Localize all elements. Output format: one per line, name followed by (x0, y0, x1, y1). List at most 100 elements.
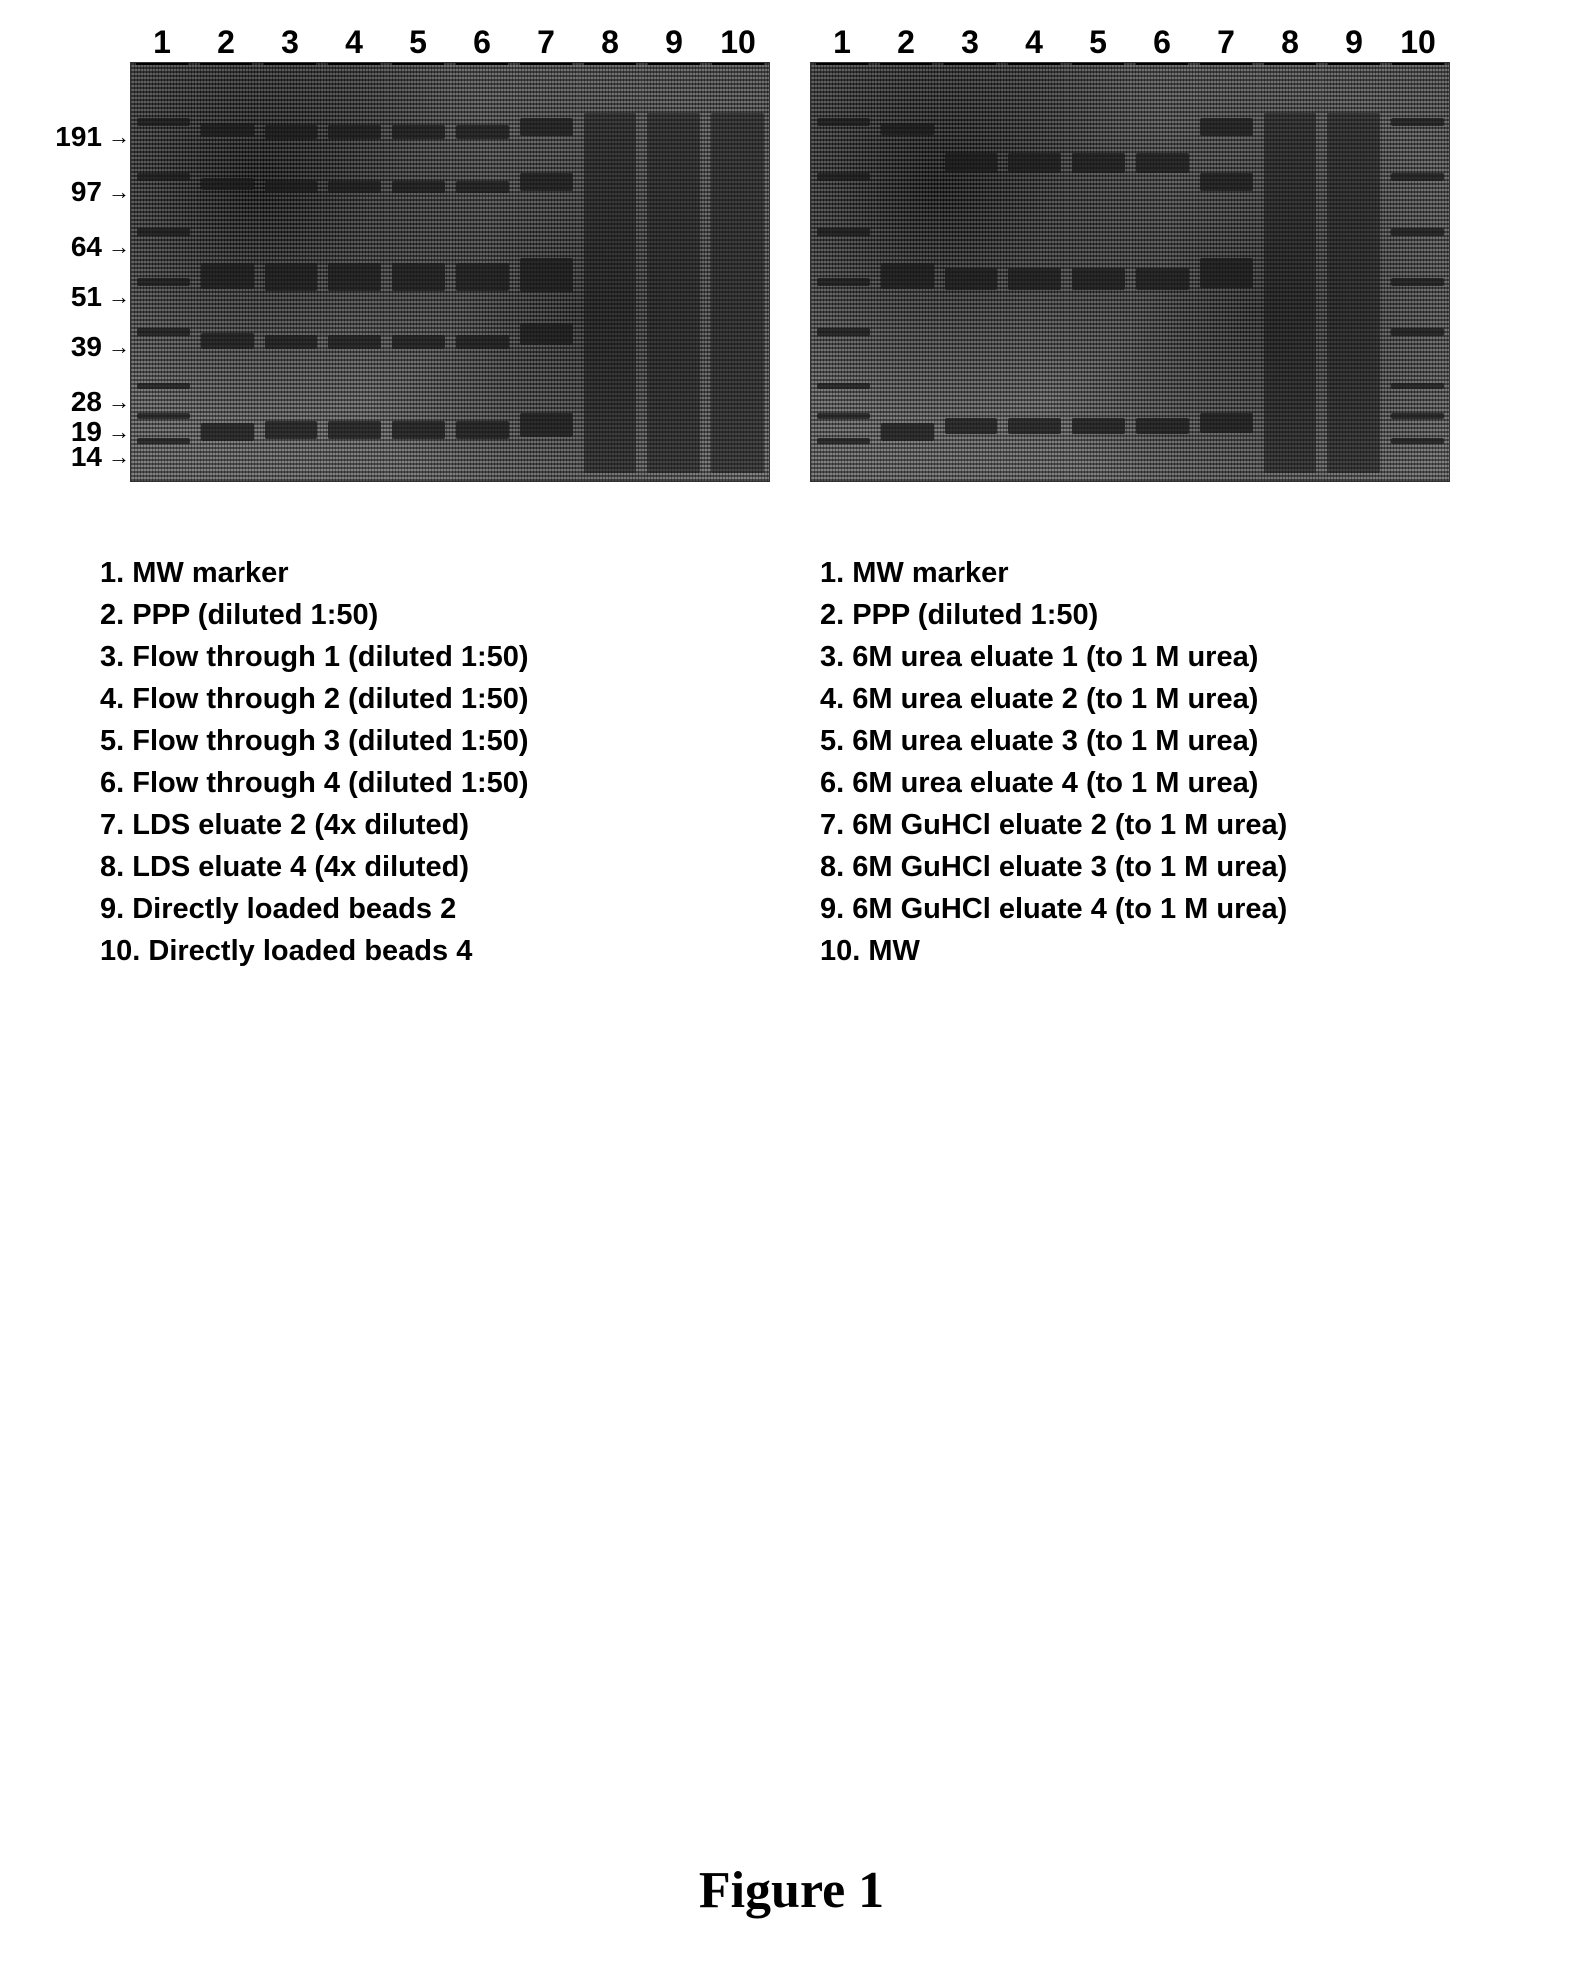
gel-right-lanes (811, 63, 1449, 481)
gel-band (328, 263, 381, 291)
gel-band (328, 125, 381, 139)
arrow-right-icon: → (108, 234, 130, 260)
lane-number: 7 (520, 24, 572, 65)
gel-band (137, 228, 190, 236)
legend-item: 9. 6M GuHCl eluate 4 (to 1 M urea) (820, 888, 1440, 930)
gel-band (265, 181, 318, 193)
gel-lane (705, 63, 769, 481)
legend-item: 7. LDS eluate 2 (4x diluted) (100, 804, 720, 846)
gel-band (817, 438, 870, 444)
legend-item: 3. 6M urea eluate 1 (to 1 M urea) (820, 636, 1440, 678)
gel-band (1264, 113, 1317, 473)
legends-row: 1. MW marker2. PPP (diluted 1:50)3. Flow… (100, 552, 1563, 972)
gel-lane (450, 63, 514, 481)
gel-band (1072, 418, 1125, 434)
mw-marker-row: 39→ (71, 331, 130, 363)
legend-item: 7. 6M GuHCl eluate 2 (to 1 M urea) (820, 804, 1440, 846)
gel-lane (259, 63, 323, 481)
lane-number: 5 (392, 24, 444, 65)
gel-band (945, 418, 998, 434)
mw-marker-label: 14 (71, 441, 102, 473)
gel-band (1072, 268, 1125, 290)
legend-item: 4. 6M urea eluate 2 (to 1 M urea) (820, 678, 1440, 720)
gel-band (881, 423, 934, 441)
gel-band (1391, 278, 1444, 286)
lane-number: 1 (136, 24, 188, 65)
legend-item: 3. Flow through 1 (diluted 1:50) (100, 636, 720, 678)
mw-marker-label: 191 (55, 121, 102, 153)
gel-band (456, 263, 509, 291)
gel-band (817, 118, 870, 126)
legend-item: 2. PPP (diluted 1:50) (820, 594, 1440, 636)
mw-marker-row: 51→ (71, 281, 130, 313)
legend-item: 6. 6M urea eluate 4 (to 1 M urea) (820, 762, 1440, 804)
mw-marker-label: 39 (71, 331, 102, 363)
gel-band (520, 323, 573, 345)
gel-band (137, 413, 190, 419)
gel-right-block: 12345678910 (810, 30, 1450, 482)
gel-band (817, 328, 870, 336)
gel-band (456, 335, 509, 349)
gel-lane (1066, 63, 1130, 481)
gel-lane (1321, 63, 1385, 481)
lane-number: 9 (648, 24, 700, 65)
lane-number: 10 (712, 24, 764, 65)
mw-marker-row: 28→ (71, 386, 130, 418)
gel-band (1391, 118, 1444, 126)
legend-item: 2. PPP (diluted 1:50) (100, 594, 720, 636)
gel-band (1327, 113, 1380, 473)
gel-lane (514, 63, 578, 481)
lane-number: 1 (816, 24, 868, 65)
gel-band (1391, 173, 1444, 181)
gel-band (328, 421, 381, 439)
mw-marker-label: 97 (71, 176, 102, 208)
gel-band (1136, 153, 1189, 173)
gel-band (201, 263, 254, 289)
gel-band (137, 328, 190, 336)
gel-band (1136, 268, 1189, 290)
gel-left-block: 191→97→64→51→39→28→19→14→ 12345678910 (130, 30, 770, 482)
legend-item: 5. Flow through 3 (diluted 1:50) (100, 720, 720, 762)
gel-band (1391, 438, 1444, 444)
figure-caption: Figure 1 (0, 1861, 1583, 1920)
legend-right: 1. MW marker2. PPP (diluted 1:50)3. 6M u… (820, 552, 1440, 972)
gel-band (137, 438, 190, 444)
legend-item: 1. MW marker (820, 552, 1440, 594)
mw-marker-row: 191→ (55, 121, 130, 153)
gel-band (1200, 173, 1253, 191)
gel-band (1391, 413, 1444, 419)
gel-band (392, 263, 445, 291)
figure-container: 191→97→64→51→39→28→19→14→ 12345678910 12… (20, 30, 1563, 972)
gel-lane (322, 63, 386, 481)
gel-band (817, 383, 870, 389)
gel-band (945, 268, 998, 290)
gel-lane (641, 63, 705, 481)
arrow-right-icon: → (108, 389, 130, 415)
gel-band (456, 125, 509, 139)
lane-number: 6 (1136, 24, 1188, 65)
gel-band (328, 181, 381, 193)
gel-band (328, 335, 381, 349)
gel-band (647, 113, 700, 473)
gel-left-image (130, 62, 770, 482)
gel-lane (195, 63, 259, 481)
gel-band (1200, 258, 1253, 288)
gel-band (1008, 153, 1061, 173)
gel-band (520, 413, 573, 437)
gel-band (1008, 418, 1061, 434)
gel-band (1391, 228, 1444, 236)
lane-number: 10 (1392, 24, 1444, 65)
gel-band (881, 263, 934, 289)
mw-marker-label: 28 (71, 386, 102, 418)
lane-number: 3 (264, 24, 316, 65)
gel-lane (578, 63, 642, 481)
gel-band (1391, 328, 1444, 336)
gel-band (137, 383, 190, 389)
lane-number: 5 (1072, 24, 1124, 65)
arrow-right-icon: → (108, 284, 130, 310)
gel-band (1200, 118, 1253, 136)
gel-band (265, 125, 318, 139)
gel-band (201, 333, 254, 349)
gel-band (817, 413, 870, 419)
gel-band (201, 178, 254, 190)
